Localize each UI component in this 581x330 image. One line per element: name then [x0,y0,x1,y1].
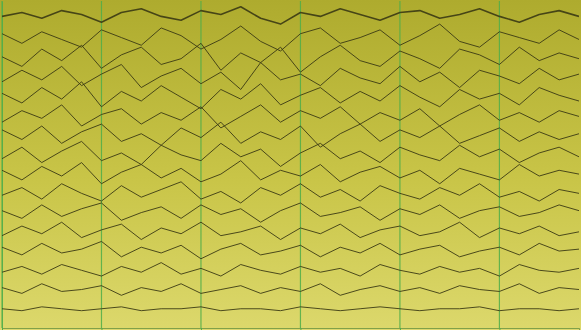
trace [2,82,579,109]
grid [2,1,499,328]
eeg-chart [0,0,581,330]
trace [2,284,579,296]
trace [2,222,579,239]
grid-line [499,1,500,328]
trace [2,307,579,311]
x-tick [499,328,500,330]
trace [2,105,579,128]
trace [2,161,579,184]
trace [2,141,579,166]
trace [2,182,579,203]
x-axis [3,328,580,330]
x-tick-mark [101,328,102,330]
grid-line [300,1,301,328]
trace [2,241,579,258]
grid-line [200,1,201,328]
trace [2,24,579,51]
x-tick-mark [300,328,301,330]
grid-line [1,1,2,328]
traces [2,7,579,311]
x-axis-line [3,329,580,330]
y-axis [2,2,3,329]
x-tick [300,328,301,330]
x-tick-mark [499,328,500,330]
trace [2,63,579,90]
y-axis-line [2,2,3,329]
x-tick-mark [400,328,401,330]
x-tick [201,328,202,330]
x-tick [400,328,401,330]
trace [2,122,579,147]
trace [2,263,579,276]
grid-line [101,1,102,328]
trace [2,203,579,222]
x-tick [101,328,102,330]
trace [2,7,579,24]
background [0,0,581,330]
trace [2,43,579,72]
grid-line [399,1,400,328]
x-tick-mark [201,328,202,330]
